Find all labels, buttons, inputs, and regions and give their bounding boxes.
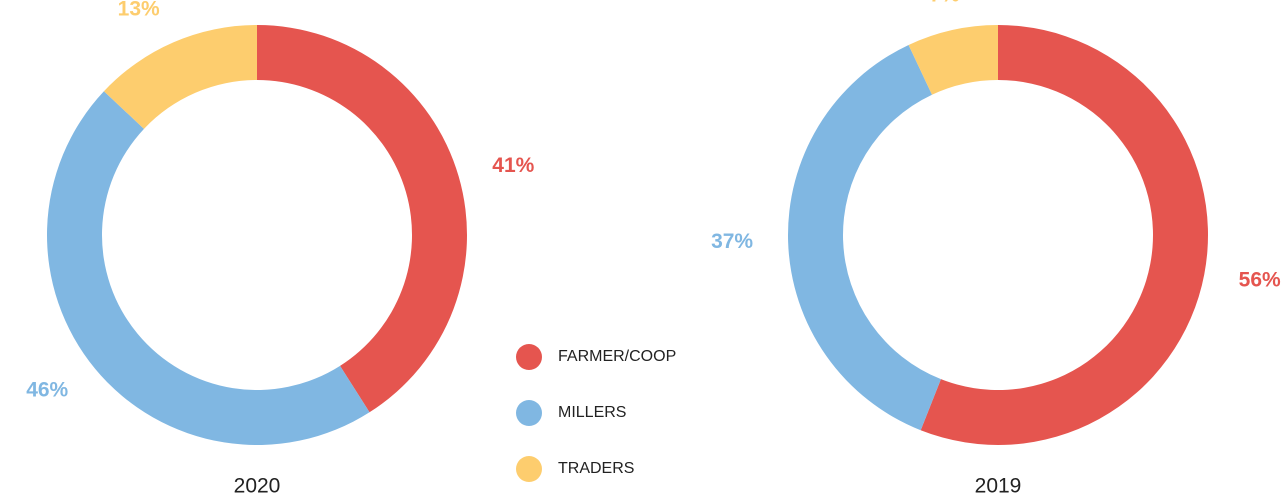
value-label: 37%	[711, 230, 753, 253]
slice	[46, 91, 370, 446]
slice	[920, 25, 1209, 445]
chart-title: 2019	[975, 475, 1022, 498]
value-label: 46%	[26, 379, 68, 402]
legend-label: MILLERS	[558, 404, 626, 421]
value-label: 56%	[1239, 268, 1281, 291]
value-label: 7%	[929, 0, 960, 6]
slice	[788, 44, 941, 431]
legend-label: TRADERS	[558, 460, 634, 477]
value-label: 41%	[492, 154, 534, 177]
slice	[103, 25, 257, 129]
value-label: 13%	[118, 0, 160, 21]
legend-swatch	[516, 400, 542, 426]
legend-label: FARMER/COOP	[558, 348, 676, 365]
slice	[908, 25, 998, 95]
legend-swatch	[516, 456, 542, 482]
legend-swatch	[516, 344, 542, 370]
chart-title: 2020	[234, 475, 281, 498]
slice	[257, 25, 468, 413]
